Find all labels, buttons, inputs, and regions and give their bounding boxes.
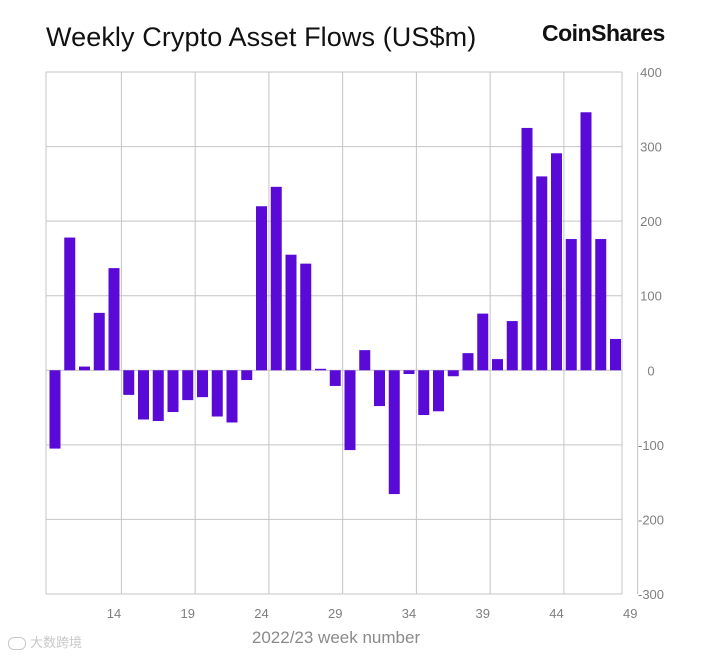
bar xyxy=(93,312,105,371)
bar xyxy=(565,239,577,371)
x-tick-label: 34 xyxy=(402,606,416,621)
bar xyxy=(108,268,120,371)
bar xyxy=(595,239,607,371)
x-axis: 14 19 24 29 34 39 44 49 xyxy=(107,606,638,621)
brand-logo: CoinShares xyxy=(542,20,665,46)
x-tick-label: 44 xyxy=(549,606,563,621)
y-tick-label: 300 xyxy=(640,140,662,155)
bar xyxy=(329,370,341,386)
watermark: 大数跨境 xyxy=(8,632,82,651)
bars xyxy=(49,112,621,495)
x-tick-label: 39 xyxy=(476,606,490,621)
bar xyxy=(152,370,164,421)
bar xyxy=(359,350,371,371)
bar xyxy=(64,237,76,371)
y-tick-label: 400 xyxy=(640,65,662,80)
bar xyxy=(506,321,518,371)
bar xyxy=(374,370,385,407)
gridlines xyxy=(46,71,639,595)
bar xyxy=(270,186,282,371)
y-tick-label: 0 xyxy=(647,363,654,378)
bar xyxy=(388,370,400,495)
watermark-text: 大数跨境 xyxy=(30,635,83,650)
bar xyxy=(138,370,149,420)
bar xyxy=(197,370,208,398)
bar xyxy=(167,370,179,413)
bar xyxy=(403,370,415,375)
bar xyxy=(433,370,444,412)
bar xyxy=(418,370,430,416)
bar xyxy=(226,370,238,423)
x-axis-label: 2022/23 week number xyxy=(252,628,421,647)
y-tick-label: 100 xyxy=(640,289,662,304)
y-tick-label: 200 xyxy=(640,214,662,229)
bar xyxy=(551,153,562,371)
bar xyxy=(344,370,356,451)
bar xyxy=(536,176,548,371)
bar xyxy=(447,370,459,377)
x-tick-label: 14 xyxy=(107,606,121,621)
watermark-icon xyxy=(8,637,26,651)
bar xyxy=(49,370,61,449)
bar xyxy=(492,359,503,371)
x-tick-label: 49 xyxy=(623,606,637,621)
x-tick-label: 19 xyxy=(181,606,195,621)
x-tick-label: 24 xyxy=(254,606,268,621)
bar xyxy=(211,370,223,417)
bar xyxy=(79,366,90,371)
bar xyxy=(477,313,489,371)
bar xyxy=(300,263,312,371)
bar xyxy=(256,206,267,371)
bar xyxy=(521,127,533,371)
y-tick-label: -200 xyxy=(638,512,664,527)
y-tick-label: -100 xyxy=(638,438,664,453)
x-tick-label: 29 xyxy=(328,606,342,621)
bar xyxy=(580,112,592,371)
bar xyxy=(610,338,621,371)
bar xyxy=(462,353,474,371)
bar xyxy=(123,370,135,395)
bar xyxy=(182,370,194,401)
bar xyxy=(241,370,253,380)
y-axis: 400 300 200 100 0 -100 -200 -300 xyxy=(638,65,664,602)
bar xyxy=(315,368,326,371)
chart-title: Weekly Crypto Asset Flows (US$m) xyxy=(46,22,477,52)
y-tick-label: -300 xyxy=(638,587,664,602)
bar xyxy=(285,254,297,371)
